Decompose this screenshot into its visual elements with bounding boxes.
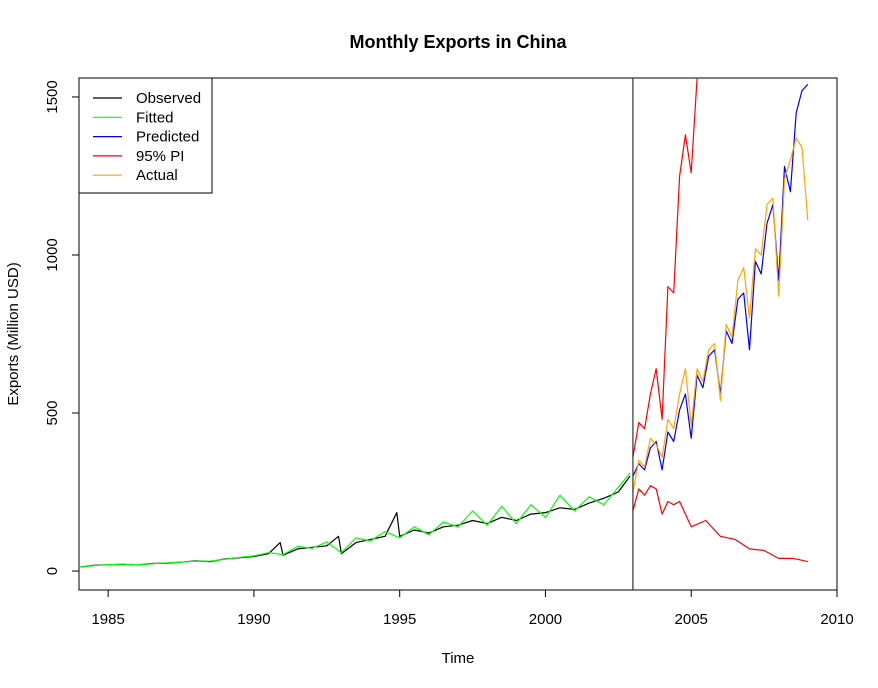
x-tick-label: 2010 <box>820 611 853 628</box>
x-tick-label: 1995 <box>383 611 416 628</box>
chart-title: Monthly Exports in China <box>349 32 567 52</box>
series-line-actual-5 <box>632 137 809 493</box>
x-axis: 1985 1990 1995 2000 2005 2010 <box>91 589 854 628</box>
legend-label: Actual <box>136 167 178 184</box>
legend-label: Predicted <box>136 129 199 146</box>
series-line-predicted-2 <box>632 83 809 477</box>
series-line-observed-0 <box>79 475 631 568</box>
series-line-fitted-1 <box>79 472 631 568</box>
y-tick-label: 1500 <box>44 80 61 113</box>
y-tick-label: 0 <box>44 567 61 575</box>
y-tick-label: 500 <box>44 400 61 425</box>
y-tick-label: 1000 <box>44 238 61 271</box>
y-axis-label: Exports (Million USD) <box>5 262 22 405</box>
series-line-95-pi-4 <box>632 485 808 563</box>
legend-label: 95% PI <box>136 148 184 165</box>
legend: Observed Fitted Predicted 95% PI Actual <box>78 77 213 194</box>
x-tick-label: 1985 <box>91 611 124 628</box>
x-tick-label: 2005 <box>675 611 708 628</box>
series-layer <box>79 78 809 568</box>
x-tick-label: 1990 <box>237 611 270 628</box>
x-axis-label: Time <box>442 650 475 667</box>
legend-label: Observed <box>136 90 201 107</box>
x-tick-label: 2000 <box>529 611 562 628</box>
legend-box <box>78 77 213 194</box>
legend-label: Fitted <box>136 109 174 126</box>
y-axis: 0 500 1000 1500 <box>44 80 80 575</box>
series-line-95-pi-3 <box>632 78 698 458</box>
